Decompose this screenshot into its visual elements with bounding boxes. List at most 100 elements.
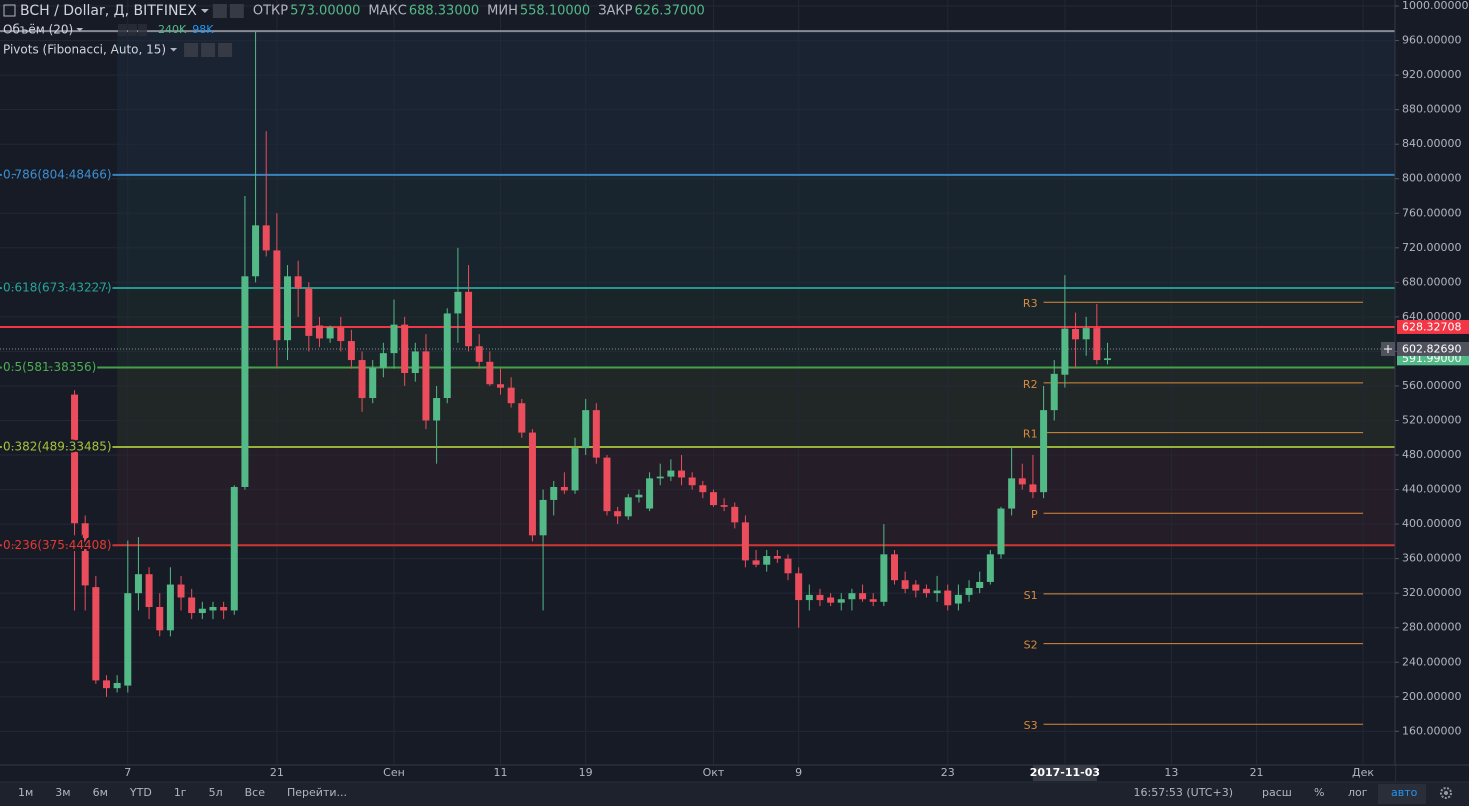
fib-label: 0.5(581.38356)	[3, 360, 96, 374]
fib-bands	[117, 31, 1395, 546]
volume-icon[interactable]	[118, 24, 127, 36]
candle-body	[1061, 328, 1069, 375]
candle-body	[273, 250, 281, 341]
x-tick-label: 7	[124, 766, 131, 779]
period-button[interactable]: 5л	[209, 786, 223, 799]
symbol-dropdown[interactable]	[200, 9, 209, 13]
volume-label: Объём (20)	[3, 23, 73, 37]
candle-body	[166, 584, 174, 631]
goto-button[interactable]: Перейти...	[287, 786, 347, 799]
candle-body	[241, 276, 249, 487]
ohlc-label: МИН	[487, 4, 518, 19]
candle-body	[699, 485, 707, 493]
header-icon[interactable]	[229, 4, 244, 18]
fib-band	[117, 446, 1395, 546]
pivot-label: S2	[1024, 639, 1038, 652]
fib-label: 0.382(489.33485)	[3, 439, 112, 453]
fib-band	[117, 174, 1395, 289]
candle-body	[997, 508, 1005, 555]
candle-body	[635, 494, 643, 498]
clock: 16:57:53 (UTC+3)	[1133, 786, 1233, 799]
y-tick-label: 880.00000	[1402, 103, 1462, 116]
y-tick-label: 960.00000	[1402, 34, 1462, 47]
ohlc-label: ЗАКР	[598, 4, 632, 19]
candle-body	[347, 341, 355, 361]
candle-body	[113, 682, 121, 689]
y-tick-label: 520.00000	[1402, 413, 1462, 426]
candle-body	[145, 574, 153, 607]
period-button[interactable]: YTD	[129, 786, 152, 799]
candle-body	[369, 367, 377, 399]
y-tick-label: 680.00000	[1402, 275, 1462, 288]
settings-icon[interactable]	[1440, 787, 1452, 799]
x-tick-label: 19	[579, 766, 593, 779]
volume-icon[interactable]	[128, 24, 137, 36]
candle-body	[496, 384, 504, 388]
candle-body	[1093, 328, 1101, 361]
pivot-label: R2	[1023, 378, 1038, 391]
candle-body	[646, 478, 654, 509]
candle-body	[795, 573, 803, 601]
period-button[interactable]: 1м	[18, 786, 33, 799]
candle-body	[752, 560, 760, 565]
candle-body	[954, 594, 962, 604]
candle-body	[624, 497, 632, 517]
period-button[interactable]: Все	[245, 786, 266, 799]
option-button[interactable]: лог	[1348, 786, 1368, 799]
y-tick-label: 480.00000	[1402, 448, 1462, 461]
candle-body	[379, 353, 387, 368]
candle-body	[582, 410, 590, 449]
candle-body	[475, 346, 483, 362]
pivots-icon[interactable]	[218, 43, 233, 57]
candle-body	[518, 403, 526, 433]
header: BCH / Dollar, Д, BITFINEX ОТКР 573.00000 МА…	[3, 3, 705, 57]
pivots-label: Pivots (Fibonacci, Auto, 15)	[3, 43, 166, 57]
candle-body	[922, 588, 930, 594]
ohlc-label: МАКС	[368, 4, 406, 19]
pivot-label: R3	[1023, 297, 1038, 310]
volume-dropdown[interactable]	[76, 28, 84, 32]
header-icon[interactable]	[212, 4, 227, 18]
candle-body	[124, 593, 132, 686]
toolbar-items: 1м 3м 6м YTD 1г 5л Все Перейти... 16:57:53 (UTC+…	[18, 784, 1426, 804]
pivots-icon[interactable]	[201, 43, 216, 57]
x-tick-label: 2017-11-03	[1030, 766, 1100, 779]
candle-body	[1008, 478, 1016, 509]
ohlc-label: ОТКР	[253, 4, 288, 19]
option-button[interactable]: %	[1314, 786, 1324, 799]
x-tick-label: Окт	[703, 766, 725, 779]
candle-body	[252, 225, 260, 277]
y-tick-label: 760.00000	[1402, 206, 1462, 219]
ohlc-value: 688.33000	[409, 4, 479, 19]
pivots-icon[interactable]	[184, 43, 199, 57]
option-button[interactable]: авто	[1391, 786, 1418, 799]
fib-band	[117, 367, 1395, 447]
candle-body	[102, 680, 110, 689]
x-tick-label: 23	[941, 766, 955, 779]
settings-icon-center	[1444, 791, 1448, 795]
candle-body	[528, 432, 536, 536]
x-tick-label: Дек	[1352, 766, 1374, 779]
pivot-label: S1	[1024, 589, 1038, 602]
y-tick-label: 640.00000	[1402, 310, 1462, 323]
period-button[interactable]: 3м	[55, 786, 70, 799]
option-button[interactable]: расш	[1262, 786, 1292, 799]
candle-body	[827, 597, 835, 603]
candle-body	[1029, 484, 1037, 493]
candle-body	[603, 457, 611, 512]
fib-label: 0.236(375.44408)	[3, 538, 112, 552]
x-tick-label: 11	[493, 766, 507, 779]
volume-icon[interactable]	[138, 24, 147, 36]
candle-body	[773, 556, 781, 559]
x-tick-label: 21	[1250, 766, 1264, 779]
candle-body	[1103, 358, 1111, 361]
x-tick-label: 21	[270, 766, 284, 779]
period-button[interactable]: 1г	[174, 786, 187, 799]
period-button[interactable]: 6м	[93, 786, 108, 799]
crosshair-plus	[1384, 344, 1392, 353]
pivot-label: P	[1031, 508, 1038, 521]
pivots-dropdown[interactable]	[170, 48, 178, 52]
candle-body	[539, 499, 547, 536]
candle-body	[305, 288, 313, 336]
price-axis	[1395, 0, 1469, 782]
